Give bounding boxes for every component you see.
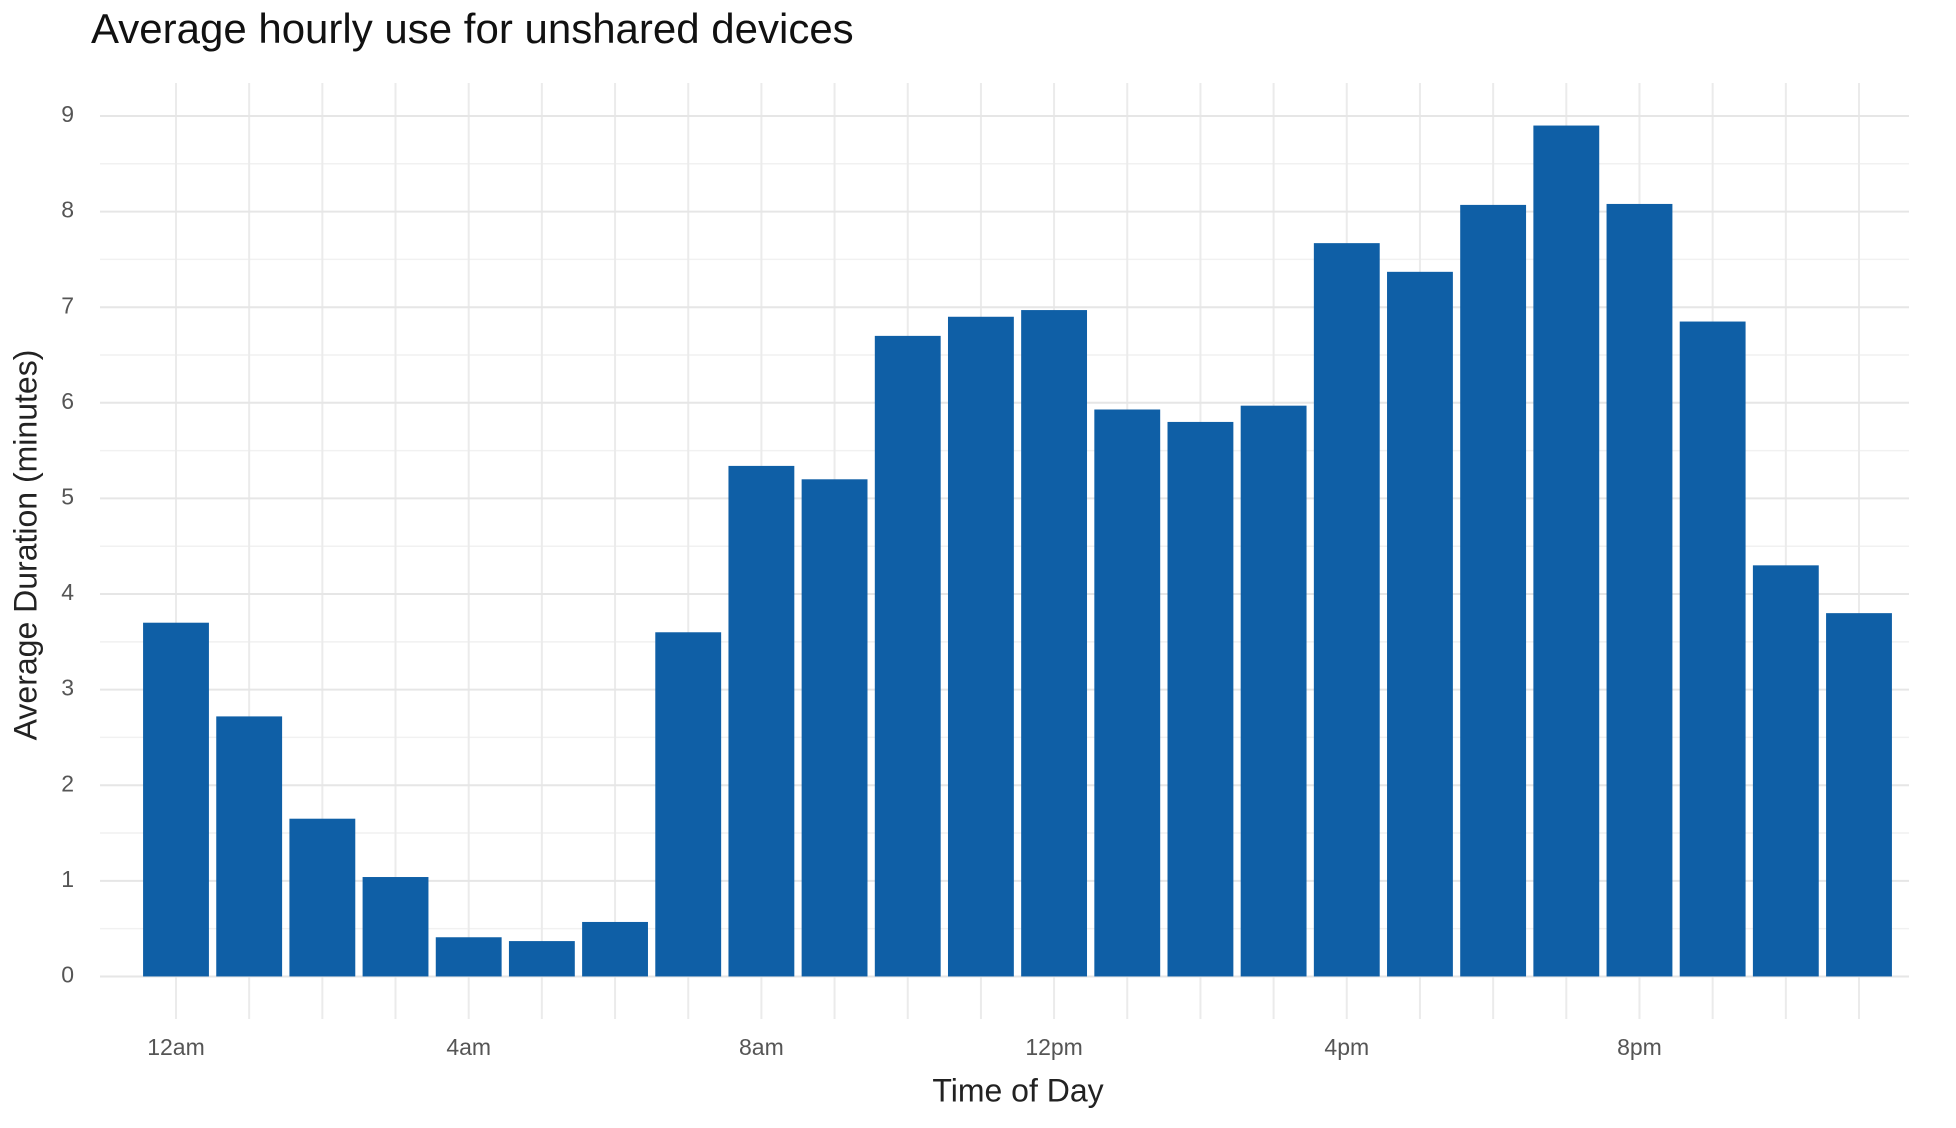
bar — [289, 818, 356, 977]
bar — [1094, 409, 1161, 977]
bar — [728, 465, 795, 977]
y-tick-label: 5 — [61, 483, 74, 509]
bar — [143, 622, 209, 977]
bar — [1313, 243, 1380, 977]
bar — [362, 877, 429, 977]
chart-title: Average hourly use for unshared devices — [91, 5, 854, 52]
bar — [655, 632, 722, 977]
bar — [1460, 204, 1527, 977]
bar — [801, 479, 868, 977]
bar — [1240, 405, 1307, 977]
bar — [435, 937, 502, 977]
y-axis-title: Average Duration (minutes) — [7, 350, 43, 741]
bar — [1606, 203, 1673, 977]
bar — [508, 941, 575, 977]
bar — [1679, 321, 1746, 977]
y-tick-label: 6 — [61, 388, 74, 414]
x-tick-label: 12am — [147, 1034, 205, 1060]
x-tick-label: 8pm — [1617, 1034, 1662, 1060]
bar — [1826, 613, 1892, 977]
y-tick-label: 2 — [61, 770, 74, 796]
y-tick-label: 1 — [61, 866, 74, 892]
x-axis-title: Time of Day — [932, 1072, 1103, 1108]
x-tick-label: 12pm — [1025, 1034, 1083, 1060]
y-tick-label: 4 — [61, 579, 74, 605]
y-tick-label: 7 — [61, 292, 74, 318]
y-tick-label: 8 — [61, 197, 74, 223]
x-tick-label: 8am — [739, 1034, 784, 1060]
bar — [947, 316, 1014, 977]
bar — [1021, 310, 1088, 977]
y-tick-label: 3 — [61, 675, 74, 701]
x-tick-label: 4pm — [1324, 1034, 1369, 1060]
bar — [1752, 565, 1819, 977]
x-tick-label: 4am — [446, 1034, 491, 1060]
bar — [1533, 125, 1600, 977]
bar — [1387, 271, 1453, 977]
bar — [1167, 421, 1234, 977]
y-tick-label: 9 — [61, 101, 74, 127]
bar — [874, 335, 941, 977]
y-tick-label: 0 — [61, 962, 74, 988]
bar — [216, 716, 283, 977]
bar — [582, 921, 648, 977]
